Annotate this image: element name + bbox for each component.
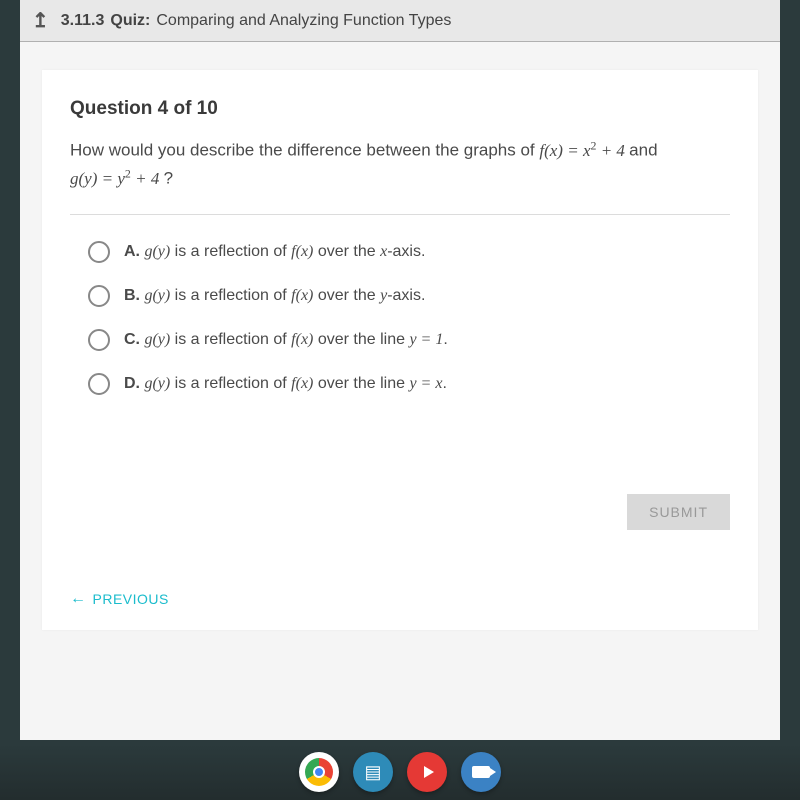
option-letter: A. (124, 243, 140, 260)
quiz-name: Comparing and Analyzing Function Types (156, 12, 451, 30)
radio-icon[interactable] (88, 241, 110, 263)
youtube-icon[interactable] (407, 752, 447, 792)
quiz-label: Quiz: (110, 12, 150, 30)
question-mark: ? (164, 169, 173, 188)
option-d-text: D. g(y) is a reflection of f(x) over the… (124, 375, 447, 393)
radio-icon[interactable] (88, 329, 110, 351)
arrow-left-icon: ← (70, 590, 87, 608)
app-screen: ↥ 3.11.3 Quiz: Comparing and Analyzing F… (20, 0, 780, 740)
divider (70, 214, 730, 215)
previous-label: PREVIOUS (93, 591, 169, 607)
question-card: Question 4 of 10 How would you describe … (42, 70, 758, 630)
chrome-icon[interactable] (299, 752, 339, 792)
and-word: and (629, 141, 657, 160)
quiz-title: 3.11.3 Quiz: Comparing and Analyzing Fun… (61, 12, 452, 30)
quiz-number: 3.11.3 (61, 12, 105, 30)
option-a[interactable]: A. g(y) is a reflection of f(x) over the… (88, 241, 730, 263)
option-letter: D. (124, 375, 140, 392)
option-c-text: C. g(y) is a reflection of f(x) over the… (124, 331, 448, 349)
options-list: A. g(y) is a reflection of f(x) over the… (70, 241, 730, 395)
option-d[interactable]: D. g(y) is a reflection of f(x) over the… (88, 373, 730, 395)
previous-button[interactable]: ← PREVIOUS (70, 590, 169, 608)
taskbar: ▤ (0, 744, 800, 800)
equation-f: f(x) = x2 + 4 (539, 141, 629, 160)
option-b-text: B. g(y) is a reflection of f(x) over the… (124, 287, 425, 305)
option-letter: C. (124, 331, 140, 348)
question-counter: Question 4 of 10 (70, 98, 730, 120)
question-text: How would you describe the difference be… (70, 136, 730, 192)
submit-button[interactable]: SUBMIT (627, 494, 730, 530)
radio-icon[interactable] (88, 373, 110, 395)
option-b[interactable]: B. g(y) is a reflection of f(x) over the… (88, 285, 730, 307)
files-icon[interactable]: ▤ (353, 752, 393, 792)
option-c[interactable]: C. g(y) is a reflection of f(x) over the… (88, 329, 730, 351)
equation-g: g(y) = y2 + 4 (70, 169, 164, 188)
top-bar: ↥ 3.11.3 Quiz: Comparing and Analyzing F… (20, 0, 780, 42)
option-letter: B. (124, 287, 140, 304)
question-prompt-part1: How would you describe the difference be… (70, 141, 539, 160)
back-arrow-icon[interactable]: ↥ (32, 8, 49, 33)
camera-icon[interactable] (461, 752, 501, 792)
radio-icon[interactable] (88, 285, 110, 307)
option-a-text: A. g(y) is a reflection of f(x) over the… (124, 243, 425, 261)
